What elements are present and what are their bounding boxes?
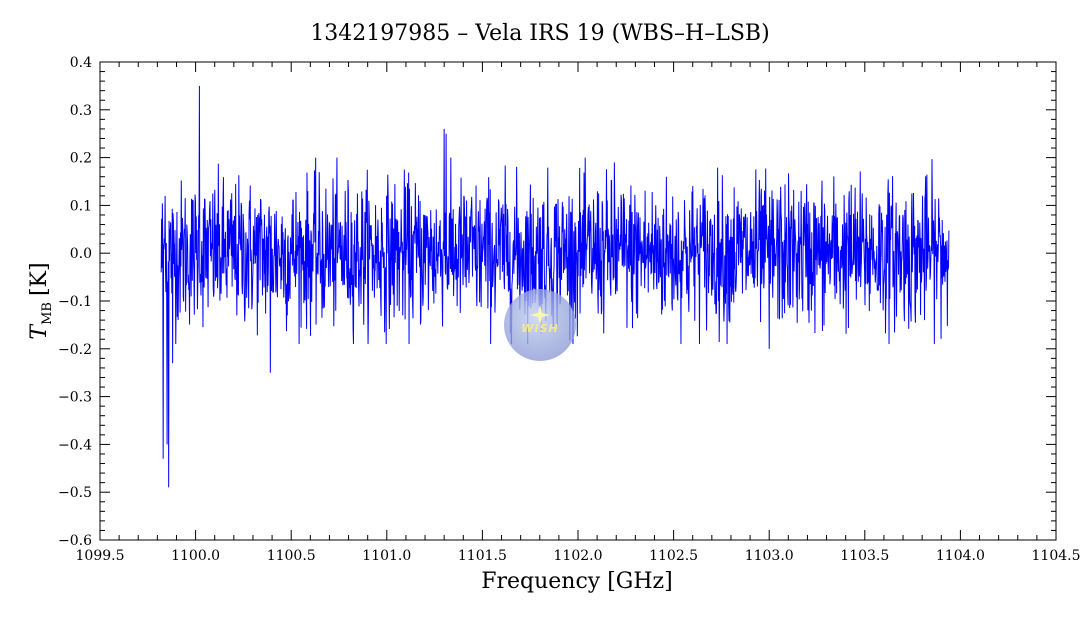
x-tick-label: 1102.5 bbox=[649, 548, 698, 564]
x-tick-label: 1103.0 bbox=[745, 548, 794, 564]
y-tick-label: −0.1 bbox=[58, 294, 92, 310]
x-axis-label: Frequency [GHz] bbox=[481, 569, 673, 594]
y-tick-labels: −0.6 −0.5 −0.4 −0.3 −0.2 −0.1 0.0 0.1 0.2 0.3 0.4 bbox=[58, 55, 92, 549]
y-tick-label: 0.0 bbox=[70, 246, 92, 262]
spectrum-series bbox=[160, 85, 950, 488]
y-axis-label-symbol: T bbox=[27, 323, 52, 340]
y-tick-label: 0.1 bbox=[70, 198, 92, 214]
x-tick-label: 1102.0 bbox=[554, 548, 603, 564]
x-tick-label: 1104.0 bbox=[936, 548, 985, 564]
chart-title: 1342197985 – Vela IRS 19 (WBS–H–LSB) bbox=[310, 21, 769, 46]
y-tick-label: −0.2 bbox=[58, 342, 92, 358]
y-tick-label: 0.2 bbox=[70, 151, 92, 167]
spectrum-line bbox=[160, 85, 950, 488]
y-axis-label: TMB [K] bbox=[27, 262, 55, 339]
x-tick-label: 1100.5 bbox=[267, 548, 316, 564]
y-tick-label: −0.6 bbox=[58, 533, 92, 549]
x-tick-label: 1101.0 bbox=[362, 548, 411, 564]
x-tick-label: 1101.5 bbox=[458, 548, 507, 564]
wish-logo-text: WISH bbox=[521, 322, 558, 335]
y-tick-label: −0.4 bbox=[58, 437, 92, 453]
axis-ticks bbox=[99, 61, 1057, 541]
x-tick-label: 1099.5 bbox=[76, 548, 125, 564]
y-tick-label: 0.3 bbox=[70, 103, 92, 119]
y-tick-label: 0.4 bbox=[70, 55, 92, 71]
wish-logo: WISH bbox=[504, 289, 576, 361]
x-tick-label: 1104.5 bbox=[1032, 548, 1080, 564]
y-axis-label-unit: [K] bbox=[27, 262, 52, 296]
star-icon bbox=[530, 305, 550, 325]
y-tick-label: −0.5 bbox=[58, 485, 92, 501]
x-tick-label: 1100.0 bbox=[171, 548, 220, 564]
y-tick-label: −0.3 bbox=[58, 390, 92, 406]
x-tick-label: 1103.5 bbox=[840, 548, 889, 564]
plot-frame bbox=[99, 61, 1057, 541]
svg-text:TMB[K]: TMB [K] bbox=[27, 262, 55, 339]
y-axis-label-subscript: MB bbox=[40, 302, 55, 325]
x-tick-labels: 1099.5 1100.0 1100.5 1101.0 1101.5 1102.0 1102… bbox=[76, 548, 1080, 564]
